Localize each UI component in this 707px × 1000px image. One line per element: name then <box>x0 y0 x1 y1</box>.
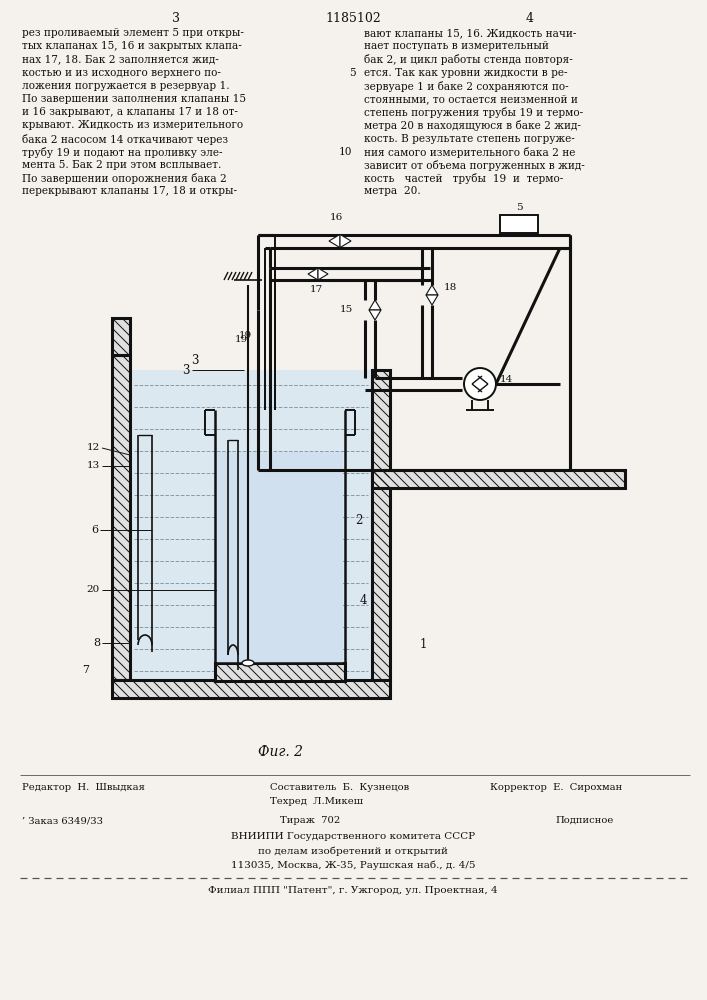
Text: Филиал ППП "Патент", г. Ужгород, ул. Проектная, 4: Филиал ППП "Патент", г. Ужгород, ул. Про… <box>208 886 498 895</box>
Text: вают клапаны 15, 16. Жидкость начи-: вают клапаны 15, 16. Жидкость начи- <box>364 28 576 38</box>
Text: костью и из исходного верхнего по-: костью и из исходного верхнего по- <box>22 68 221 78</box>
Polygon shape <box>369 300 381 310</box>
Text: 19: 19 <box>235 336 248 344</box>
Text: и 16 закрывают, а клапаны 17 и 18 от-: и 16 закрывают, а клапаны 17 и 18 от- <box>22 107 238 117</box>
Text: ложения погружается в резервуар 1.: ложения погружается в резервуар 1. <box>22 81 230 91</box>
Text: 5: 5 <box>349 68 356 78</box>
Bar <box>372 370 390 680</box>
Polygon shape <box>426 285 438 295</box>
Text: 1: 1 <box>420 639 427 652</box>
Text: ется. Так как уровни жидкости в ре-: ется. Так как уровни жидкости в ре- <box>364 68 568 78</box>
Polygon shape <box>369 310 381 320</box>
Bar <box>112 318 130 355</box>
Text: 3: 3 <box>192 354 199 366</box>
Text: Подписное: Подписное <box>555 816 614 825</box>
Text: нает поступать в измерительный: нает поступать в измерительный <box>364 41 549 51</box>
Text: рез проливаемый элемент 5 при откры-: рез проливаемый элемент 5 при откры- <box>22 28 244 38</box>
Text: 6: 6 <box>91 525 98 535</box>
Bar <box>130 370 372 680</box>
Text: кость. В результате степень погруже-: кость. В результате степень погруже- <box>364 134 575 144</box>
Ellipse shape <box>242 660 254 666</box>
Text: 19: 19 <box>239 330 252 340</box>
Text: 2: 2 <box>355 514 363 526</box>
Text: трубу 19 и подают на проливку эле-: трубу 19 и подают на проливку эле- <box>22 147 223 158</box>
Text: По завершении опорожнения бака 2: По завершении опорожнения бака 2 <box>22 173 227 184</box>
Text: 1185102: 1185102 <box>325 12 381 25</box>
Text: кость   частей   трубы  19  и  термо-: кость частей трубы 19 и термо- <box>364 173 563 184</box>
Bar <box>215 663 345 681</box>
Bar <box>372 470 625 488</box>
Text: 113035, Москва, Ж-35, Раушская наб., д. 4/5: 113035, Москва, Ж-35, Раушская наб., д. … <box>230 860 475 869</box>
Text: зависит от объема погруженных в жид-: зависит от объема погруженных в жид- <box>364 160 585 171</box>
Text: 15: 15 <box>340 306 353 314</box>
Text: мента 5. Бак 2 при этом всплывает.: мента 5. Бак 2 при этом всплывает. <box>22 160 221 170</box>
Text: бака 2 насосом 14 откачивают через: бака 2 насосом 14 откачивают через <box>22 134 228 145</box>
Text: ния самого измерительного бака 2 не: ния самого измерительного бака 2 не <box>364 147 575 158</box>
Text: стоянными, то остается неизменной и: стоянными, то остается неизменной и <box>364 94 578 104</box>
Text: 8: 8 <box>93 638 100 648</box>
Text: метра 20 в находящуюся в баке 2 жид-: метра 20 в находящуюся в баке 2 жид- <box>364 120 581 131</box>
Text: 13: 13 <box>87 462 100 471</box>
Text: 7: 7 <box>82 665 89 675</box>
Text: 16: 16 <box>329 213 343 222</box>
Polygon shape <box>329 234 340 248</box>
Text: нах 17, 18. Бак 2 заполняется жид-: нах 17, 18. Бак 2 заполняется жид- <box>22 54 218 64</box>
Text: По завершении заполнения клапаны 15: По завершении заполнения клапаны 15 <box>22 94 246 104</box>
Text: 18: 18 <box>444 282 457 292</box>
Text: тых клапанах 15, 16 и закрытых клапа-: тых клапанах 15, 16 и закрытых клапа- <box>22 41 242 51</box>
Text: ’ Заказ 6349/33: ’ Заказ 6349/33 <box>22 816 103 825</box>
Bar <box>217 452 343 663</box>
Text: 3: 3 <box>182 363 190 376</box>
Text: 5: 5 <box>515 203 522 212</box>
Bar <box>500 215 538 233</box>
Text: бак 2, и цикл работы стенда повторя-: бак 2, и цикл работы стенда повторя- <box>364 54 573 65</box>
Text: 17: 17 <box>310 285 322 294</box>
Text: метра  20.: метра 20. <box>364 186 421 196</box>
Bar <box>112 355 130 680</box>
Text: 4: 4 <box>526 12 534 25</box>
Text: 4: 4 <box>360 593 368 606</box>
Text: Фиг. 2: Фиг. 2 <box>257 745 303 759</box>
Circle shape <box>464 368 496 400</box>
Text: 14: 14 <box>500 374 513 383</box>
Polygon shape <box>426 295 438 305</box>
Text: крывают. Жидкость из измерительного: крывают. Жидкость из измерительного <box>22 120 243 130</box>
Text: Составитель  Б.  Кузнецов: Составитель Б. Кузнецов <box>270 783 409 792</box>
Text: 3: 3 <box>172 12 180 25</box>
Bar <box>112 680 390 698</box>
Text: Тираж  702: Тираж 702 <box>280 816 340 825</box>
Text: 12: 12 <box>87 444 100 452</box>
Text: 20: 20 <box>87 585 100 594</box>
Polygon shape <box>308 268 318 280</box>
Text: по делам изобретений и открытий: по делам изобретений и открытий <box>258 846 448 856</box>
Polygon shape <box>318 268 328 280</box>
Text: степень погружения трубы 19 и термо-: степень погружения трубы 19 и термо- <box>364 107 583 118</box>
Text: зервуаре 1 и баке 2 сохраняются по-: зервуаре 1 и баке 2 сохраняются по- <box>364 81 568 92</box>
Text: перекрывают клапаны 17, 18 и откры-: перекрывают клапаны 17, 18 и откры- <box>22 186 237 196</box>
Text: Редактор  Н.  Швыдкая: Редактор Н. Швыдкая <box>22 783 145 792</box>
Text: Корректор  Е.  Сирохман: Корректор Е. Сирохман <box>490 783 622 792</box>
Polygon shape <box>340 234 351 248</box>
Text: ВНИИПИ Государственного комитета СССР: ВНИИПИ Государственного комитета СССР <box>231 832 475 841</box>
Text: Техред  Л.Микеш: Техред Л.Микеш <box>270 797 363 806</box>
Text: 10: 10 <box>339 147 352 157</box>
